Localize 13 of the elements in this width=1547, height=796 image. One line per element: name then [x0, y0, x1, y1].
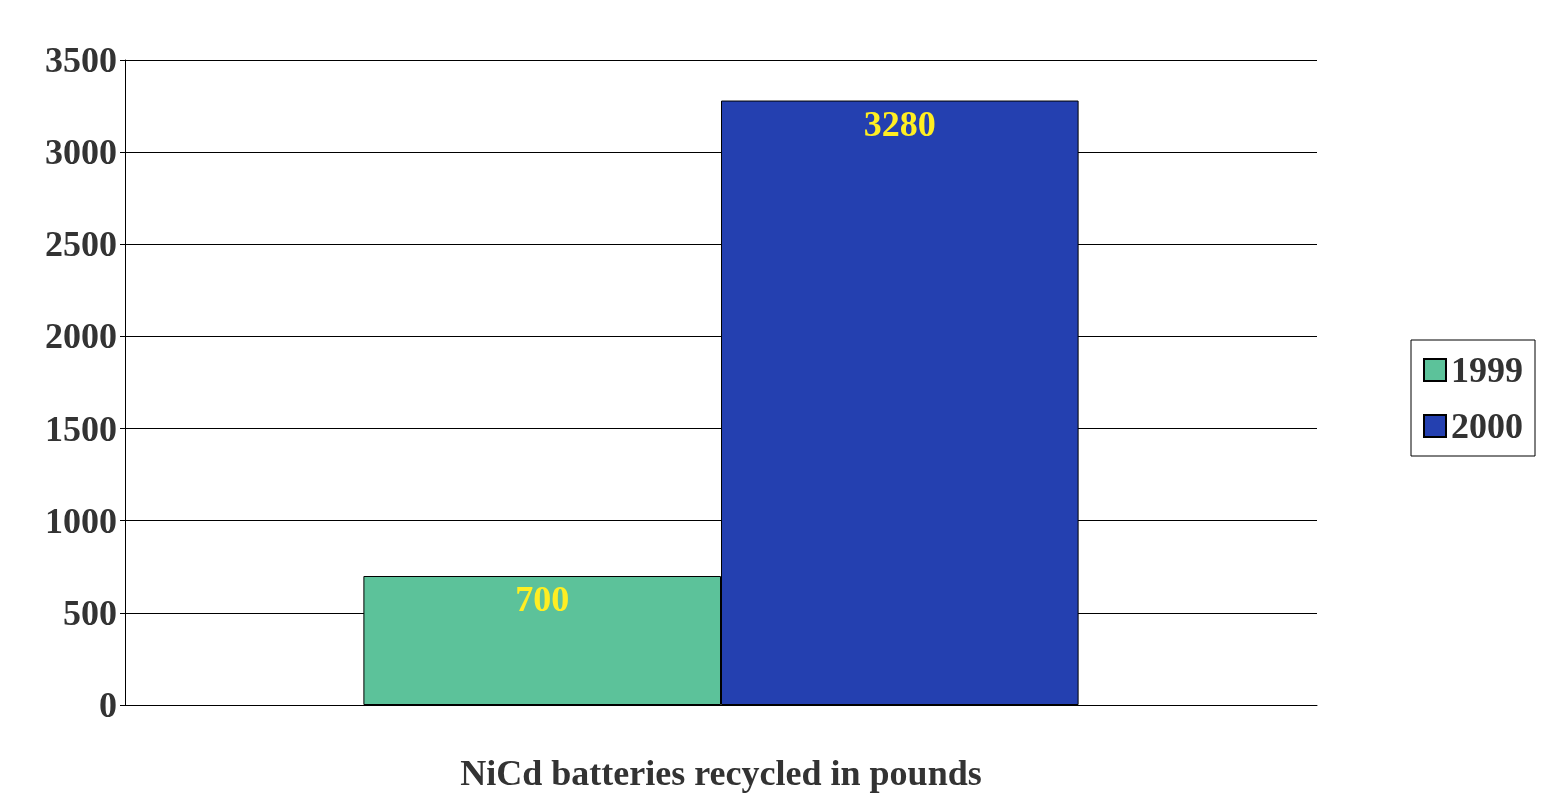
y-tick-label: 500 [63, 592, 117, 633]
legend-label: 2000 [1451, 406, 1523, 446]
y-tick-label: 3500 [45, 40, 117, 80]
y-tick-label: 3000 [45, 132, 117, 173]
y-tick-label: 1000 [45, 500, 117, 541]
y-tick-label: 2500 [45, 224, 117, 265]
legend-label: 1999 [1451, 350, 1523, 390]
y-tick-label: 0 [99, 685, 117, 725]
y-tick-label: 1500 [45, 408, 117, 449]
y-tick-label: 2000 [45, 316, 117, 357]
data-label: 3280 [863, 103, 936, 144]
data-label: 700 [515, 579, 570, 619]
x-axis-title: NiCd batteries recycled in pounds [460, 753, 982, 793]
